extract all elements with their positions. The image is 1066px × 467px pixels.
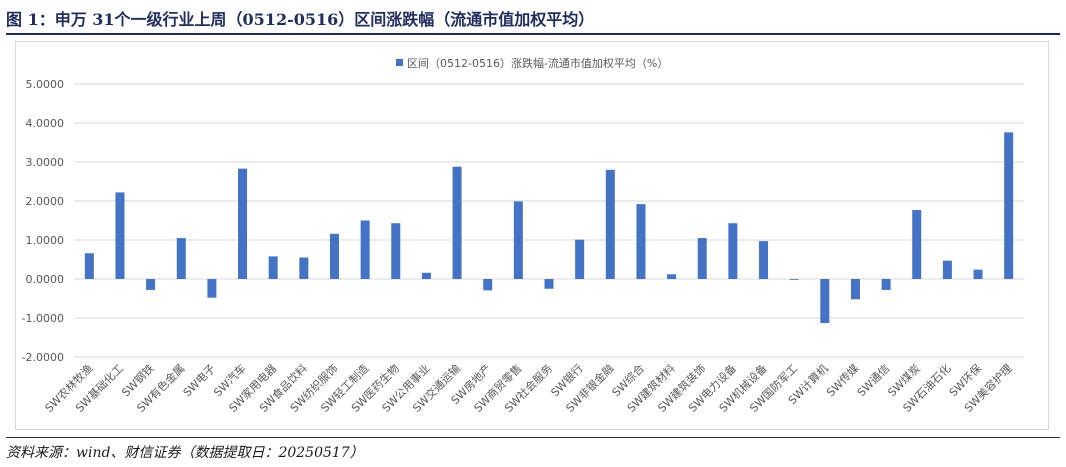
figure-title: 图 1：申万 31个一级行业上周（0512-0516）区间涨跌幅（流通市值加权平… <box>6 10 595 29</box>
source-divider <box>6 437 1060 438</box>
bar <box>605 169 615 279</box>
bars <box>84 132 1014 324</box>
bar <box>636 204 646 279</box>
y-tick-label: -2.0000 <box>22 351 64 364</box>
y-tick-label: -1.0000 <box>22 312 64 325</box>
chart-frame: 区间（0512-0516）涨跌幅-流通市值加权平均（%） 5.0000 4.000… <box>15 41 1049 430</box>
bar <box>575 239 585 279</box>
legend-swatch <box>396 59 403 66</box>
bar <box>146 279 156 290</box>
legend-label: 区间（0512-0516）涨跌幅-流通市值加权平均（%） <box>407 56 668 70</box>
gridlines <box>74 83 1024 358</box>
bar <box>84 253 94 279</box>
bar <box>421 272 431 279</box>
bar <box>973 269 983 279</box>
y-tick-label: 0.0000 <box>26 273 65 286</box>
bar <box>299 257 309 279</box>
bar <box>360 220 370 279</box>
bar <box>207 279 217 298</box>
x-tick-label: SW通信 <box>855 362 892 399</box>
bar <box>176 238 186 279</box>
bar <box>850 279 860 300</box>
bar <box>544 279 554 289</box>
bar <box>942 260 952 279</box>
bar <box>789 279 799 280</box>
bar <box>115 192 125 279</box>
source-note: 资料来源：wind、财信证券（数据提取日：20250517） <box>6 445 364 461</box>
bar <box>881 279 891 290</box>
y-tick-label: 1.0000 <box>26 234 65 247</box>
bar <box>483 279 493 291</box>
x-tick-label: SW传媒 <box>824 362 861 399</box>
bar <box>268 256 278 279</box>
bar <box>391 223 401 279</box>
bar <box>1004 132 1014 279</box>
bar <box>912 209 922 279</box>
x-axis: SW农林牧渔SW基础化工SW钢铁SW有色金属SW电子SW汽车SW家用电器SW食品… <box>42 361 1015 415</box>
bar <box>820 279 830 324</box>
y-tick-label: 5.0000 <box>26 78 65 91</box>
bar <box>329 233 339 279</box>
y-tick-label: 2.0000 <box>26 195 65 208</box>
bar <box>697 238 707 279</box>
x-tick-label: SW电子 <box>181 362 218 399</box>
bar <box>667 274 677 279</box>
title-divider <box>6 33 1060 35</box>
legend: 区间（0512-0516）涨跌幅-流通市值加权平均（%） <box>396 56 668 70</box>
bar <box>759 241 769 279</box>
bar <box>452 166 462 279</box>
y-tick-label: 3.0000 <box>26 156 65 169</box>
bar-chart: 区间（0512-0516）涨跌幅-流通市值加权平均（%） 5.0000 4.000… <box>22 56 1024 415</box>
bar <box>513 201 523 279</box>
bar <box>238 168 248 279</box>
y-tick-label: 4.0000 <box>26 117 65 130</box>
bar <box>728 223 738 279</box>
y-axis: 5.0000 4.0000 3.0000 2.0000 1.0000 0.0000 -1.0… <box>22 78 64 364</box>
